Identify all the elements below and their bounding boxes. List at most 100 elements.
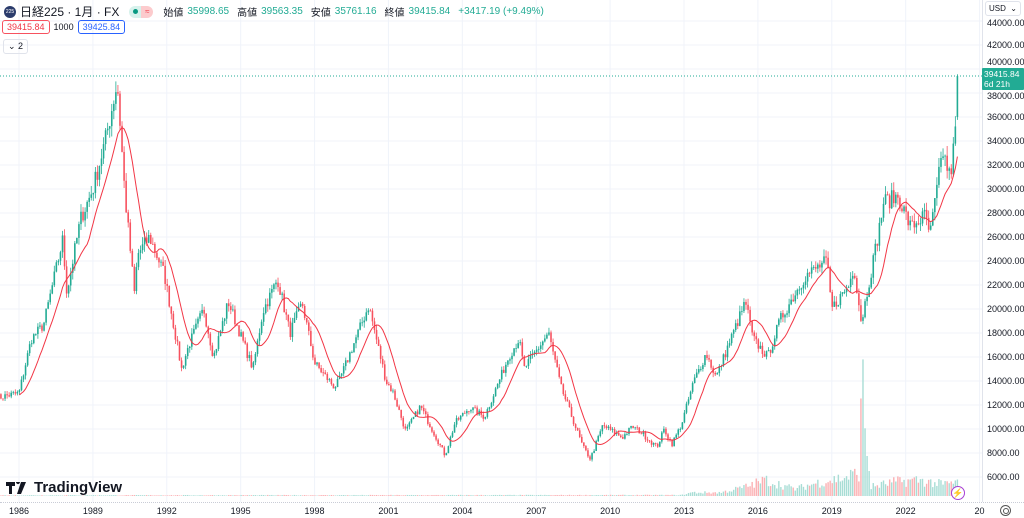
last-price: 39415.84 bbox=[984, 69, 1020, 79]
candle-body bbox=[283, 293, 285, 313]
buy-button[interactable]: 39425.84 bbox=[77, 20, 126, 34]
volume-bar bbox=[747, 486, 749, 496]
candle-body bbox=[759, 345, 762, 349]
volume-bar bbox=[490, 495, 493, 496]
candle-body bbox=[431, 427, 433, 432]
volume-bar bbox=[870, 489, 872, 496]
volume-bar bbox=[306, 495, 308, 496]
price-chart[interactable] bbox=[0, 0, 982, 502]
indicators-toggle[interactable]: ⌄ 2 bbox=[3, 39, 29, 54]
volume-bar bbox=[435, 494, 437, 496]
candle-body bbox=[461, 412, 464, 416]
candle-body bbox=[381, 358, 384, 365]
volume-bar bbox=[219, 495, 222, 496]
candle-body bbox=[751, 321, 753, 333]
candle-body bbox=[305, 317, 308, 323]
volume-bar bbox=[37, 495, 39, 496]
volume-bar bbox=[802, 486, 805, 496]
candle-body bbox=[736, 323, 739, 326]
volume-bar bbox=[669, 495, 671, 496]
time-axis[interactable] bbox=[0, 502, 1024, 518]
candle-body bbox=[726, 345, 729, 358]
candle-body bbox=[589, 456, 591, 460]
volume-bar bbox=[299, 495, 302, 496]
time-tick-label: 2010 bbox=[600, 506, 621, 516]
volume-bar bbox=[517, 495, 519, 496]
candle-body bbox=[788, 304, 790, 314]
volume-bar bbox=[418, 495, 421, 496]
volume-bar bbox=[525, 494, 528, 496]
candle-body bbox=[913, 221, 916, 228]
volume-bar bbox=[665, 494, 667, 496]
candle-body bbox=[724, 354, 727, 358]
volume-bar bbox=[671, 494, 673, 496]
candle-body bbox=[94, 171, 97, 193]
volume-bar bbox=[911, 478, 913, 496]
volume-bar bbox=[739, 486, 741, 496]
volume-bar bbox=[862, 359, 864, 496]
candle-body bbox=[80, 211, 82, 225]
candle-body bbox=[767, 350, 770, 352]
symbol-title[interactable]: 日経225 · 1月 · FX bbox=[20, 5, 120, 19]
sell-button[interactable]: 39415.84 bbox=[2, 20, 50, 34]
candle-body bbox=[443, 447, 446, 456]
candle-body bbox=[410, 418, 413, 423]
candle-body bbox=[135, 267, 138, 292]
volume-bar bbox=[827, 482, 829, 496]
volume-bar bbox=[238, 495, 240, 496]
candle-body bbox=[817, 264, 819, 269]
volume-bar bbox=[513, 494, 515, 496]
volume-bar bbox=[776, 488, 778, 496]
candle-body bbox=[689, 391, 692, 400]
volume-bar bbox=[244, 495, 246, 496]
volume-bar bbox=[745, 483, 747, 496]
candle-body bbox=[917, 223, 920, 225]
candle-body bbox=[640, 433, 643, 435]
candle-body bbox=[256, 340, 259, 354]
candle-body bbox=[250, 355, 253, 368]
volume-bar bbox=[330, 494, 333, 496]
candle-body bbox=[948, 168, 950, 171]
candle-body bbox=[619, 435, 622, 437]
candle-body bbox=[868, 287, 870, 298]
volume-bar bbox=[843, 478, 846, 496]
bar-countdown: 6d 21h bbox=[984, 79, 1010, 89]
volume-bar bbox=[369, 494, 372, 496]
volume-bar bbox=[94, 495, 97, 496]
volume-bar bbox=[347, 495, 349, 496]
candle-body bbox=[806, 272, 809, 282]
volume-bar bbox=[646, 494, 649, 496]
lightning-icon[interactable]: ⚡ bbox=[951, 486, 965, 500]
volume-bar bbox=[180, 495, 183, 496]
settings-gear-icon[interactable] bbox=[1000, 505, 1011, 516]
tradingview-watermark[interactable]: TradingView bbox=[6, 479, 122, 496]
volume-bar bbox=[905, 486, 907, 496]
currency-select[interactable]: USD ⌄ bbox=[985, 1, 1021, 16]
candle-body bbox=[798, 289, 801, 291]
volume-bar bbox=[792, 487, 794, 496]
low-value: 35761.16 bbox=[334, 6, 377, 17]
volume-bar bbox=[730, 491, 733, 496]
volume-bar bbox=[207, 495, 209, 496]
candle-body bbox=[16, 391, 19, 394]
volume-bar bbox=[416, 495, 419, 496]
candle-body bbox=[371, 310, 374, 322]
price-tick-label: 42000.00 bbox=[987, 40, 1024, 50]
volume-bar bbox=[115, 495, 117, 496]
candle-body bbox=[732, 330, 735, 334]
candle-body bbox=[823, 256, 825, 263]
market-status-pill[interactable]: ≈ bbox=[129, 5, 154, 18]
volume-bar bbox=[706, 492, 708, 496]
price-tick-label: 36000.00 bbox=[987, 112, 1024, 122]
candle-body bbox=[685, 403, 688, 413]
candle-body bbox=[636, 427, 639, 429]
candle-body bbox=[734, 323, 737, 331]
price-axis[interactable] bbox=[982, 0, 1024, 502]
candle-body bbox=[496, 383, 499, 389]
volume-bar bbox=[35, 495, 37, 496]
candle-body bbox=[447, 446, 450, 454]
volume-bar bbox=[236, 495, 238, 496]
candle-body bbox=[468, 411, 470, 412]
candle-body bbox=[833, 301, 836, 307]
volume-bar bbox=[654, 494, 657, 496]
